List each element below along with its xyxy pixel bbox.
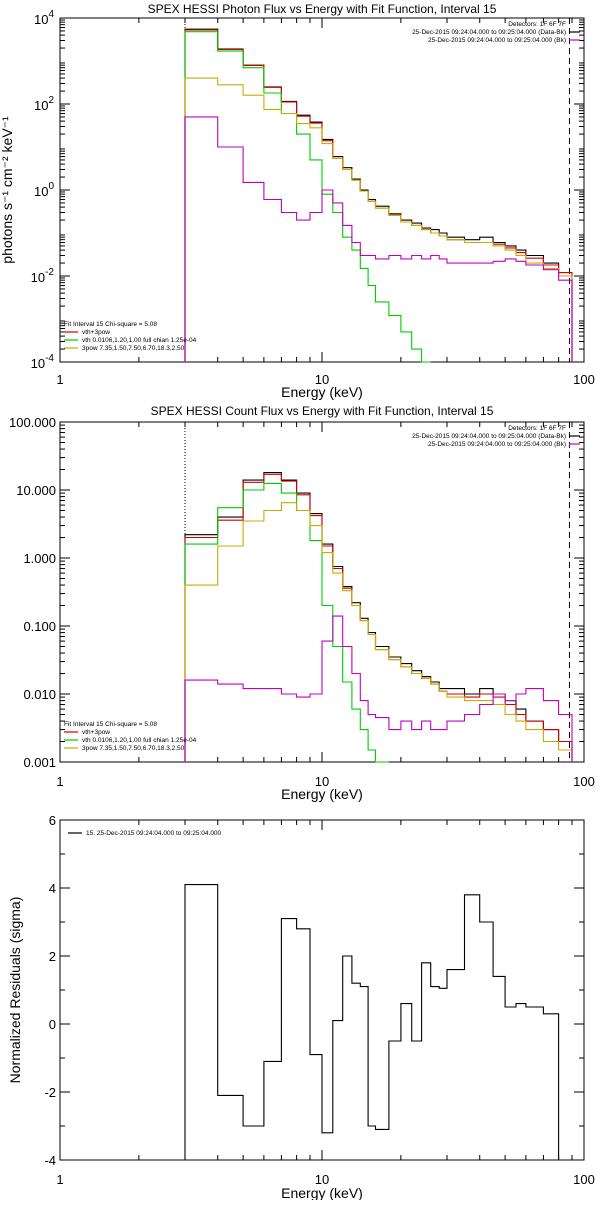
x-axis: 1 10 100 Energy (keV) [56,18,595,400]
x-tick-label: 10 [315,372,329,387]
series-group [184,28,573,363]
y-axis-label: Normalized Residuals (sigma) [7,897,23,1084]
x-tick-label: 100 [573,1172,595,1187]
y-tick-label: 6 [49,813,56,828]
x-axis-label: Energy (keV) [281,786,363,802]
y-tick-label: 100 [34,181,54,199]
y-axis: 100.000 10.000 1.000 0.100 0.010 0.001 [9,415,584,770]
legend: Fit Interval 15 Chi-square = 5.08vth+3po… [64,321,197,352]
y-tick-label: 100.000 [9,415,56,430]
y-tick-label: 0.100 [23,619,56,634]
series-2-step-line [184,473,573,762]
y-tick-label: 1.000 [23,551,56,566]
chart-title: SPEX HESSI Photon Flux vs Energy with Fi… [148,2,497,16]
series-group [184,884,572,1161]
chart-title: SPEX HESSI Count Flux vs Energy with Fit… [151,404,494,418]
x-axis-label: Energy (keV) [281,1185,363,1200]
header-line: Detectors: 1F 6F 7F [508,425,566,432]
series-1-step-line [184,884,572,1161]
legend-entry: 3pow 7.35,1.50,7.50,6.70,18.3,2.50 [82,745,185,752]
x-axis-label: Energy (keV) [281,384,363,400]
y-tick-label: 102 [34,95,54,113]
y-tick-label: 4 [49,881,56,896]
chart-3: 1 10 100 Energy (keV) 6 4 2 0 -2 -4 Normalized Res… [7,813,595,1201]
header-line: 25-Dec-2015 09:24:04.000 to 09:25:04.000… [412,29,566,36]
series-3-step-line [184,31,431,363]
series-1-step-line [184,28,573,362]
y-tick-label: 10-4 [31,353,55,371]
y-tick-label: 0.010 [23,687,56,702]
legend-entry: vth+3pow [82,329,110,336]
y-tick-label: -4 [44,1153,56,1168]
legend: Fit Interval 15 Chi-square = 5.08vth+3po… [64,721,197,752]
x-tick-label: 10 [315,774,329,789]
legend-entry: vth 0.0106,1.20,1.00 full chian 1.25e-04 [82,337,197,344]
series-5-step-line [184,615,573,762]
y-tick-label: 10-2 [31,267,55,285]
x-tick-label: 10 [315,1172,329,1187]
header-line: 25-Dec-2015 09:24:04.000 to 09:25:04.000… [428,441,566,448]
x-tick-label: 1 [56,1172,63,1187]
y-tick-label: 104 [34,9,54,27]
header-line: Detectors: 1F 6F 7F [508,21,566,28]
header-line: 25-Dec-2015 09:24:04.000 to 09:25:04.000… [428,37,566,44]
x-tick-label: 100 [573,774,595,789]
header-line: 25-Dec-2015 09:24:04.000 to 09:25:04.000… [412,433,566,440]
x-tick-label: 100 [573,372,595,387]
x-axis: 1 10 100 Energy (keV) [56,820,595,1201]
chart-1: SPEX HESSI Photon Flux vs Energy with Fi… [0,2,595,400]
y-tick-label: 0.001 [23,755,56,770]
x-tick-label: 1 [56,372,63,387]
chart-2: SPEX HESSI Count Flux vs Energy with Fit… [9,404,595,802]
legend-entry: vth+3pow [82,729,110,736]
series-4-step-line [184,502,573,762]
legend-entry: 3pow 7.35,1.50,7.50,6.70,18.3,2.50 [82,345,185,352]
legend-entry: Fit Interval 15 Chi-square = 5.08 [64,321,157,328]
y-tick-label: 0 [49,1017,56,1032]
y-axis-label: photons s⁻¹ cm⁻² keV⁻¹ [0,116,15,264]
y-tick-label: 10.000 [16,483,56,498]
y-axis: 6 4 2 0 -2 -4 Normalized Residuals (sigma) [7,813,584,1168]
series-4-step-line [184,77,573,362]
legend-entry: Fit Interval 15 Chi-square = 5.08 [64,721,157,728]
series-group [184,472,573,763]
series-5-step-line [184,116,573,362]
y-axis: 104 102 100 10-2 10-4 photons s⁻¹ cm⁻² keV⁻¹ [0,9,584,371]
series-2-step-line [184,29,573,362]
legend: 15. 25-Dec-2015 09:24:04.000 to 09:25:04… [68,830,222,837]
legend-entry: 15. 25-Dec-2015 09:24:04.000 to 09:25:04… [86,830,222,837]
x-tick-label: 1 [56,774,63,789]
y-tick-label: 2 [49,949,56,964]
legend-entry: vth 0.0106,1.20,1.00 full chian 1.25e-04 [82,737,197,744]
x-axis: 1 10 100 Energy (keV) [56,422,595,802]
series-3-step-line [184,482,389,763]
y-tick-label: -2 [44,1085,56,1100]
